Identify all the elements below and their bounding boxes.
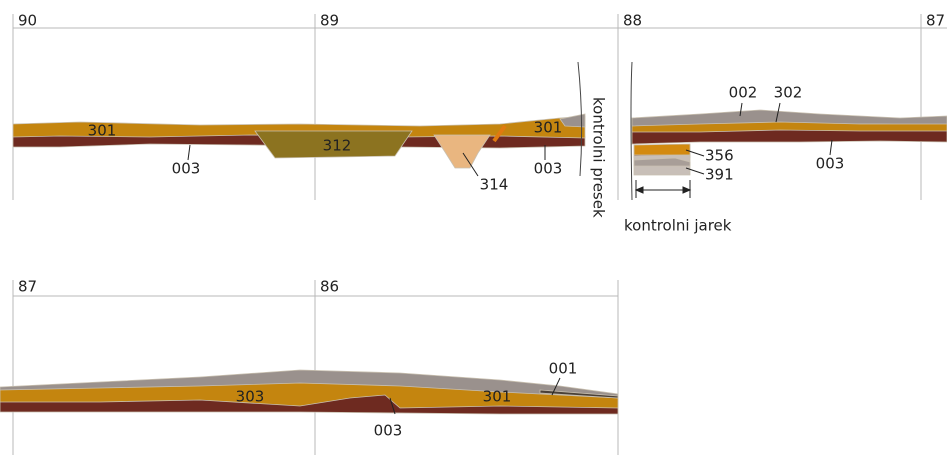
dimension (634, 180, 692, 198)
control-section-label: kontrolni presek (590, 97, 608, 218)
layer-label: 001 (549, 360, 578, 378)
layer-label: 003 (374, 422, 403, 440)
grid-label: 87 (18, 278, 37, 296)
layer-label: 003 (816, 155, 845, 173)
layer-label: 314 (480, 176, 509, 194)
grid (12, 14, 947, 455)
grid-label: 89 (320, 12, 339, 30)
grid-label: 87 (926, 12, 945, 30)
layers-top-left (12, 113, 586, 169)
grid-label: 86 (320, 278, 339, 296)
layer-label: 302 (774, 84, 803, 102)
layer-label: 301 (534, 119, 563, 137)
layer-label: 003 (172, 160, 201, 178)
layer-label: 356 (705, 147, 734, 165)
layers-top-right (631, 109, 947, 176)
section-line (630, 61, 633, 201)
grid-label: 90 (18, 12, 37, 30)
layer-label: 391 (705, 166, 734, 184)
control-trench-label: kontrolni jarek (624, 217, 732, 235)
section-line (577, 61, 583, 177)
layer-label: 301 (483, 388, 512, 406)
layer-label: 312 (323, 137, 352, 155)
grid-label: 88 (623, 12, 642, 30)
layer-label: 002 (729, 84, 758, 102)
layer-label: 301 (88, 122, 117, 140)
layer-label: 303 (236, 388, 265, 406)
layer-label: 003 (534, 160, 563, 178)
leaders (187, 102, 833, 415)
layers-bottom (0, 369, 619, 415)
